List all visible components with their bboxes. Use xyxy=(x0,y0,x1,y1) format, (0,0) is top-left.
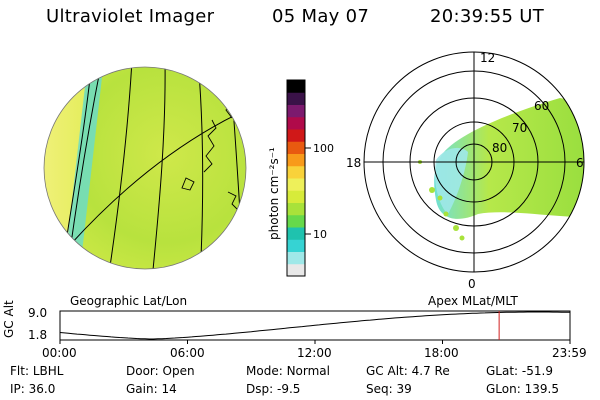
apex-caption: Apex MLat/MLT xyxy=(428,294,518,308)
colorbar-cell xyxy=(287,92,305,105)
lat-label-70: 70 xyxy=(512,121,527,135)
colorbar-cell xyxy=(287,80,305,93)
colorbar-cell xyxy=(287,251,305,265)
colorbar-cell xyxy=(287,178,305,191)
xtick-0000: 00:00 xyxy=(42,346,77,360)
gain-field: Gain: 14 xyxy=(126,382,177,396)
date-label: 05 May 07 xyxy=(272,6,370,27)
dsp-field: Dsp: -9.5 xyxy=(246,382,301,396)
colorbar-tick-100: 100 xyxy=(313,142,334,155)
altitude-ylabel: GC Alt xyxy=(2,300,16,338)
lat-label-60: 60 xyxy=(534,99,549,113)
altitude-ytick-high: 9.0 xyxy=(28,306,48,320)
xtick-1800: 18:00 xyxy=(424,346,459,360)
xtick-1200: 12:00 xyxy=(297,346,332,360)
mlt-label-18: 18 xyxy=(346,156,361,170)
flt-field: Flt: LBHL xyxy=(10,364,64,378)
door-field: Door: Open xyxy=(126,364,195,378)
colorbar-cell xyxy=(287,202,305,216)
altitude-ytick-low: 1.8 xyxy=(28,328,48,342)
auroral-blobs xyxy=(418,160,465,241)
altitude-curve xyxy=(59,311,571,340)
colorbar: 100 10 photon cm⁻²s⁻¹ xyxy=(267,79,334,277)
mlt-label-0: 0 xyxy=(468,277,476,291)
colorbar-tick-10: 10 xyxy=(313,228,327,241)
polar-plot: 12 18 6 0 60 70 80 xyxy=(346,51,585,291)
colorbar-cell xyxy=(287,190,305,203)
seq-field: Seq: 39 xyxy=(366,382,412,396)
mlt-label-6: 6 xyxy=(576,156,584,170)
time-label: 20:39:55 UT xyxy=(430,6,545,27)
colorbar-cell xyxy=(287,227,305,240)
colorbar-cell xyxy=(287,263,305,277)
mode-field: Mode: Normal xyxy=(246,364,330,378)
altitude-plot xyxy=(59,310,571,344)
colorbar-cell xyxy=(287,129,305,142)
colorbar-cell xyxy=(287,214,305,228)
glat-field: GLat: -51.9 xyxy=(486,364,553,378)
instrument-title: Ultraviolet Imager xyxy=(46,6,215,27)
xtick-0600: 06:00 xyxy=(170,346,205,360)
colorbar-cell xyxy=(287,153,305,167)
geographic-disk xyxy=(43,66,247,270)
colorbar-cell xyxy=(287,239,305,252)
colorbar-unit-label: photon cm⁻²s⁻¹ xyxy=(267,147,281,240)
lat-label-80: 80 xyxy=(492,141,507,155)
colorbar-cell xyxy=(287,116,305,130)
colorbar-cell xyxy=(287,104,305,118)
glon-field: GLon: 139.5 xyxy=(486,382,559,396)
colorbar-cell xyxy=(287,165,305,179)
ip-field: IP: 36.0 xyxy=(10,382,56,396)
gc-alt-field: GC Alt: 4.7 Re xyxy=(366,364,450,378)
xtick-2359: 23:59 xyxy=(552,346,587,360)
mlt-label-12: 12 xyxy=(480,51,495,65)
geographic-caption: Geographic Lat/Lon xyxy=(70,294,188,308)
colorbar-cell xyxy=(287,141,305,154)
